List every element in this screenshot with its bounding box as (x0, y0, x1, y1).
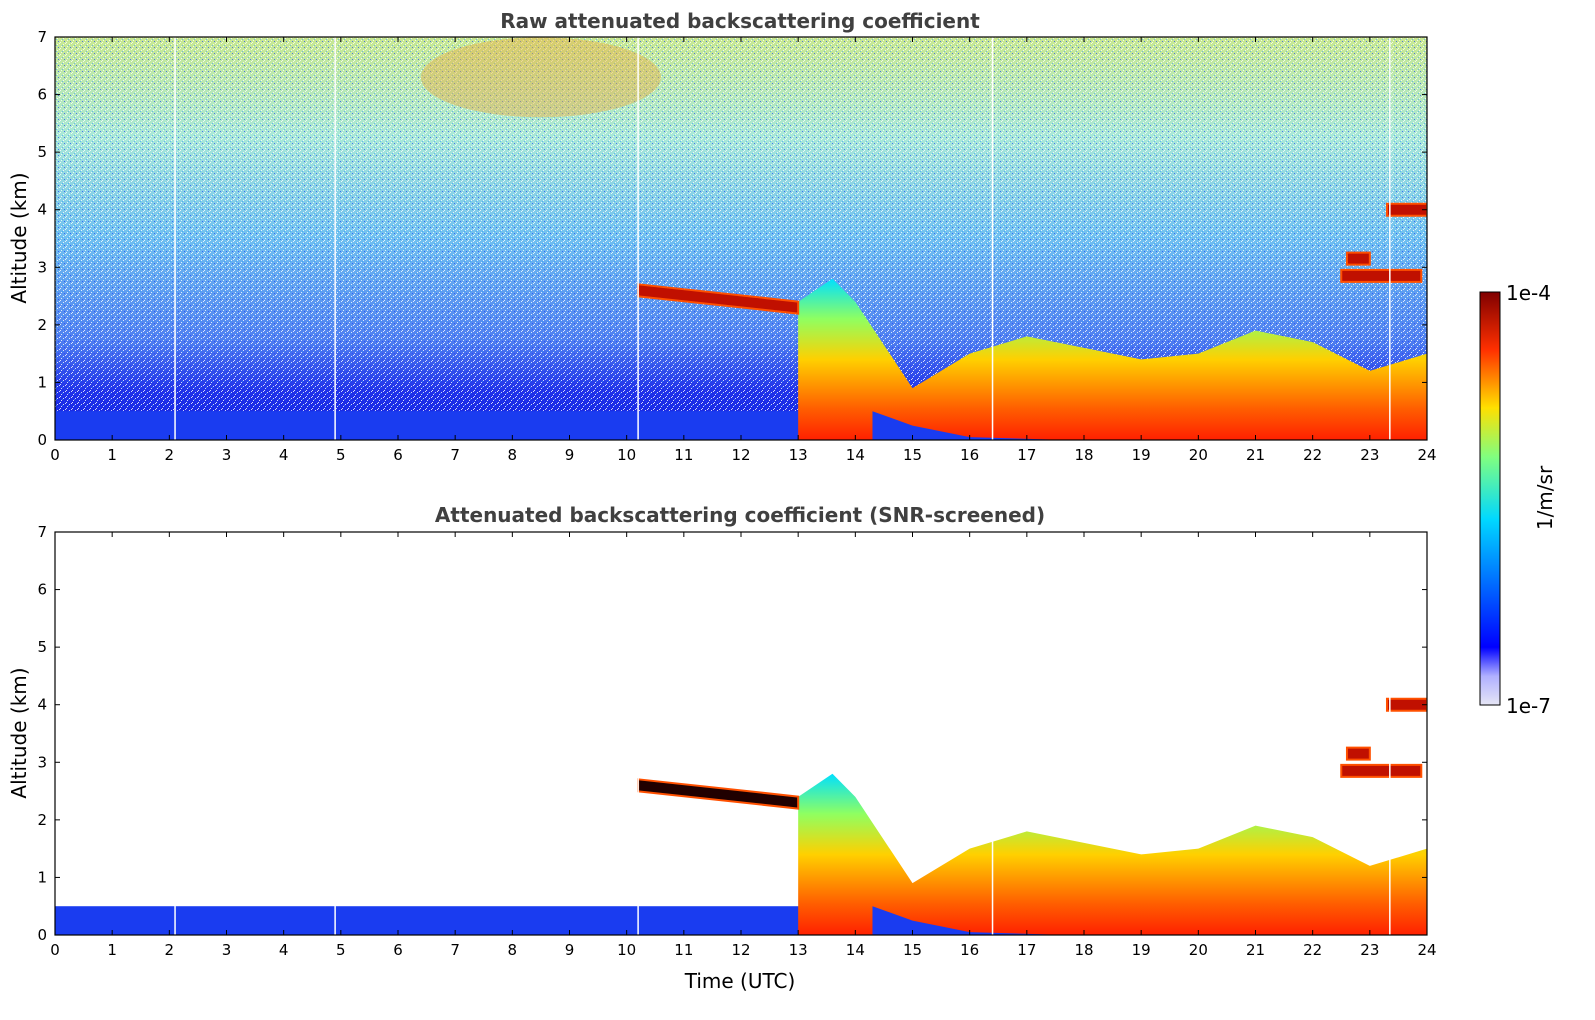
x-tick-label: 16 (960, 446, 979, 464)
x-tick-label: 15 (903, 941, 922, 959)
boundary-layer-base (55, 906, 873, 935)
colorbar-max-label: 1e-4 (1506, 281, 1551, 305)
x-tick-label: 23 (1360, 941, 1379, 959)
cloud-layer (1385, 697, 1427, 712)
x-tick-label: 24 (1417, 941, 1436, 959)
x-tick-label: 19 (1132, 446, 1151, 464)
x-tick-label: 14 (846, 446, 865, 464)
screened-heatmap (55, 532, 1427, 935)
raw-upper-aerosol-patch (420, 37, 661, 118)
x-tick-label: 8 (508, 446, 518, 464)
raw-y-ticks: 0 1 2 3 4 5 6 7 (37, 28, 1427, 449)
x-tick-label: 0 (50, 941, 60, 959)
y-tick-label: 1 (37, 868, 47, 886)
x-tick-label: 16 (960, 941, 979, 959)
x-tick-label: 3 (222, 446, 232, 464)
screened-x-ticks: 0 1 2 3 4 5 6 7 8 9 10 11 12 13 14 15 16 17 18 19 20 21 22 23 24 (50, 532, 1437, 959)
x-tick-label: 0 (50, 446, 60, 464)
x-tick-label: 12 (731, 941, 750, 959)
y-tick-label: 4 (37, 201, 47, 219)
x-tick-label: 7 (450, 941, 460, 959)
x-tick-label: 20 (1189, 446, 1208, 464)
raw-panel-title: Raw attenuated backscattering coefficien… (500, 9, 980, 33)
y-tick-label: 5 (37, 638, 47, 656)
y-tick-label: 4 (37, 696, 47, 714)
x-tick-label: 2 (165, 446, 175, 464)
x-tick-label: 5 (336, 941, 346, 959)
x-tick-label: 15 (903, 446, 922, 464)
x-tick-label: 22 (1303, 941, 1322, 959)
x-tick-label: 2 (165, 941, 175, 959)
x-tick-label: 13 (789, 941, 808, 959)
colorbar-gradient (1479, 291, 1501, 706)
cloud-layer (1340, 763, 1423, 778)
screened-panel-title: Attenuated backscattering coefficient (S… (435, 503, 1045, 527)
y-tick-label: 0 (37, 431, 47, 449)
x-tick-label: 4 (279, 941, 289, 959)
x-tick-label: 4 (279, 446, 289, 464)
x-tick-label: 17 (1017, 941, 1036, 959)
cloud-layer (1345, 746, 1371, 761)
screened-y-axis-label: Altitude (km) (7, 667, 31, 798)
boundary-layer-base (55, 411, 873, 440)
cloud-layer (1340, 268, 1423, 283)
raw-heatmap (55, 37, 1427, 440)
x-tick-label: 3 (222, 941, 232, 959)
x-tick-label: 20 (1189, 941, 1208, 959)
boundary-layer-wedge (872, 906, 1067, 935)
x-tick-label: 1 (107, 446, 117, 464)
x-tick-label: 11 (674, 446, 693, 464)
cloud-layer (1385, 202, 1427, 217)
x-tick-label: 11 (674, 941, 693, 959)
y-tick-label: 6 (37, 581, 47, 599)
y-tick-label: 7 (37, 28, 47, 46)
screened-panel: Attenuated backscattering coefficient (S… (7, 503, 1437, 993)
x-axis-label: Time (UTC) (684, 969, 796, 993)
aerosol-layer (798, 278, 1427, 440)
x-tick-label: 21 (1246, 446, 1265, 464)
x-tick-label: 10 (617, 941, 636, 959)
x-tick-label: 18 (1074, 446, 1093, 464)
y-tick-label: 3 (37, 258, 47, 276)
y-tick-label: 5 (37, 143, 47, 161)
boundary-layer-wedge (872, 411, 1067, 440)
x-tick-label: 18 (1074, 941, 1093, 959)
x-tick-label: 9 (565, 446, 575, 464)
raw-x-ticks: 0 1 2 3 4 5 6 7 8 9 10 11 12 13 14 15 16 17 18 19 20 21 22 23 24 (50, 37, 1437, 464)
y-tick-label: 1 (37, 373, 47, 391)
x-tick-label: 9 (565, 941, 575, 959)
aerosol-layer (798, 773, 1427, 935)
y-tick-label: 6 (37, 86, 47, 104)
x-tick-label: 21 (1246, 941, 1265, 959)
x-tick-label: 5 (336, 446, 346, 464)
x-tick-label: 24 (1417, 446, 1436, 464)
raw-y-axis-label: Altitude (km) (7, 172, 31, 303)
x-tick-label: 8 (508, 941, 518, 959)
x-tick-label: 13 (789, 446, 808, 464)
y-tick-label: 2 (37, 316, 47, 334)
raw-panel: Raw attenuated backscattering coefficien… (7, 9, 1437, 464)
y-tick-label: 7 (37, 523, 47, 541)
x-tick-label: 23 (1360, 446, 1379, 464)
y-tick-label: 0 (37, 926, 47, 944)
colorbar-unit-label: 1/m/sr (1533, 465, 1557, 530)
x-tick-label: 6 (393, 941, 403, 959)
x-tick-label: 1 (107, 941, 117, 959)
x-tick-label: 19 (1132, 941, 1151, 959)
x-tick-label: 17 (1017, 446, 1036, 464)
cloud-layer (1345, 251, 1371, 266)
x-tick-label: 10 (617, 446, 636, 464)
x-tick-label: 6 (393, 446, 403, 464)
x-tick-label: 22 (1303, 446, 1322, 464)
screened-y-ticks: 0 1 2 3 4 5 6 7 (37, 523, 1427, 944)
colorbar-min-label: 1e-7 (1506, 694, 1551, 718)
y-tick-label: 2 (37, 811, 47, 829)
x-tick-label: 7 (450, 446, 460, 464)
x-tick-label: 12 (731, 446, 750, 464)
y-tick-label: 3 (37, 753, 47, 771)
colorbar: 1e-4 1e-7 1/m/sr (1479, 281, 1557, 718)
x-tick-label: 14 (846, 941, 865, 959)
